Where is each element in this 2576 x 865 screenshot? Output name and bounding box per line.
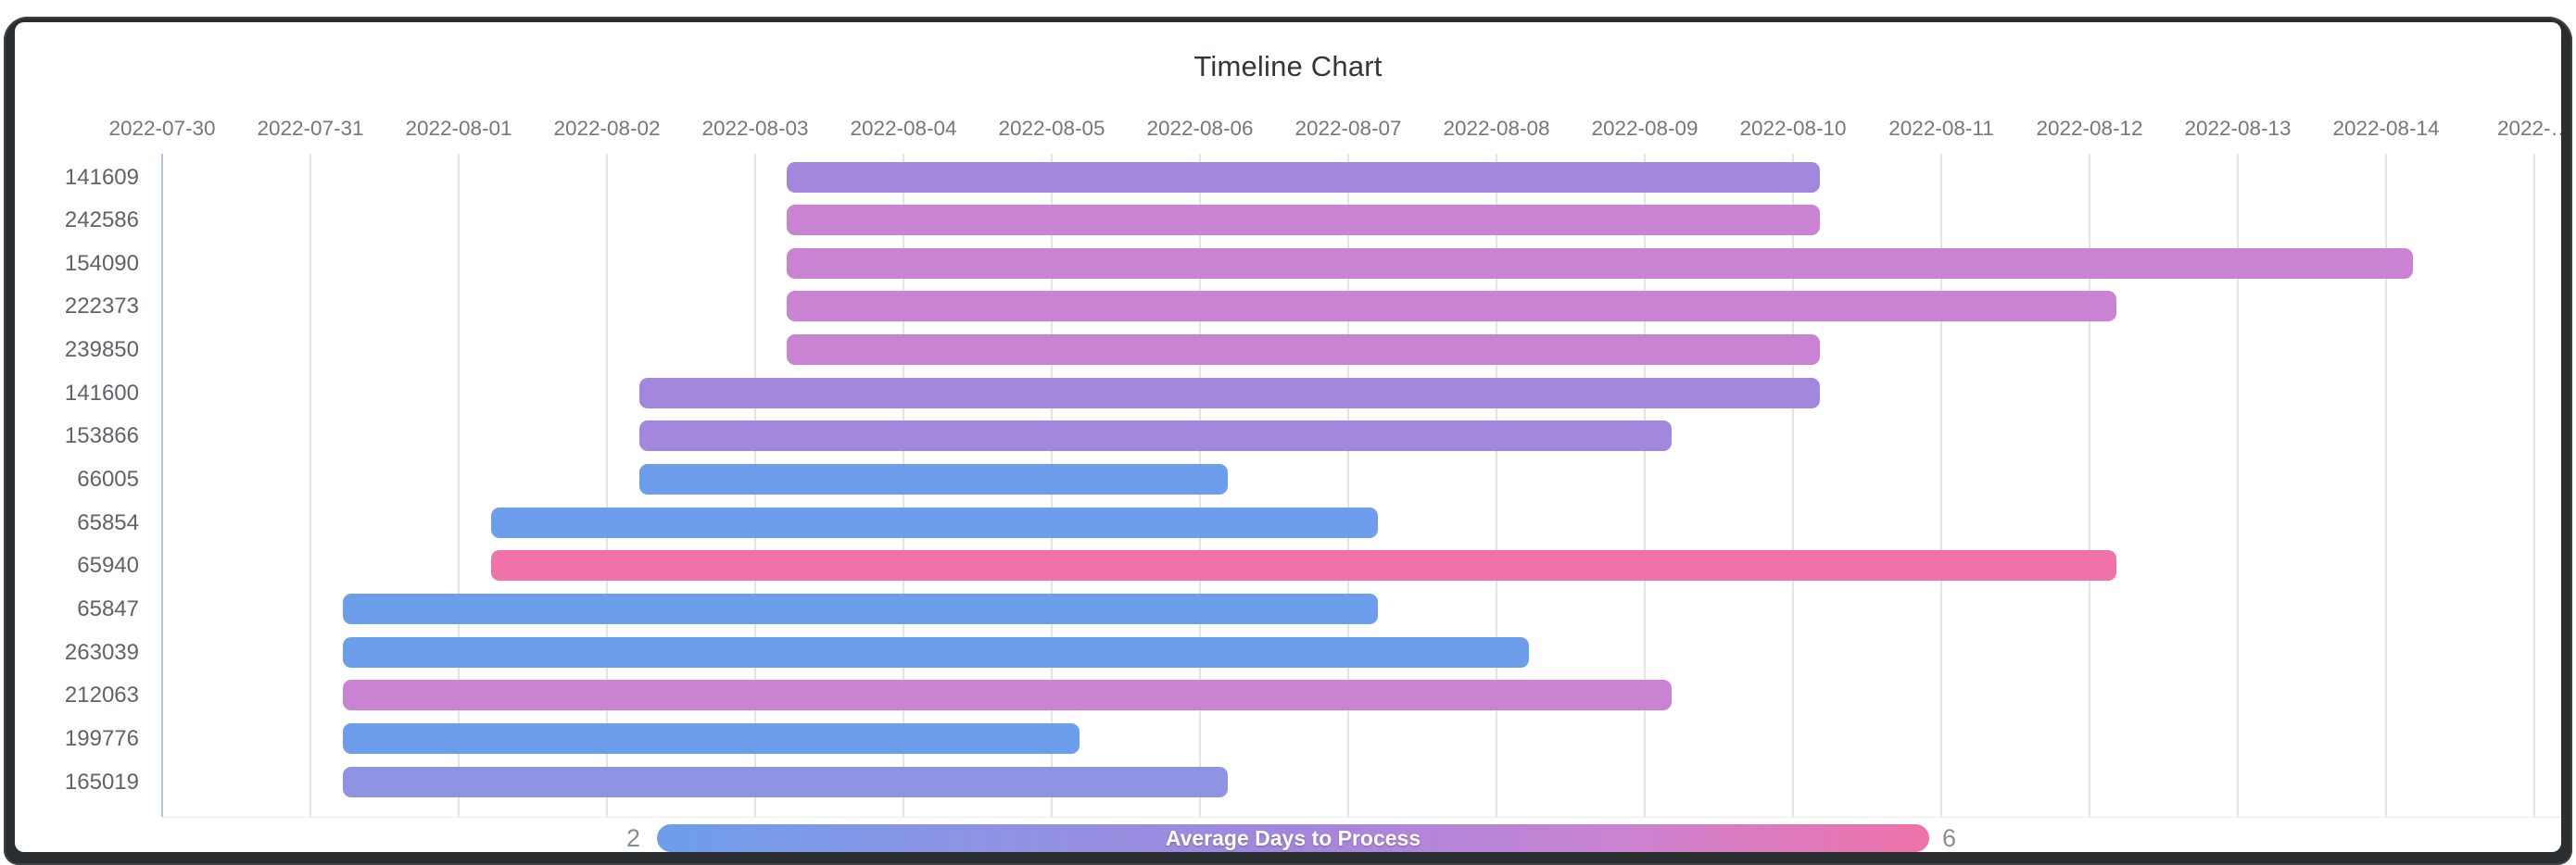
- timeline-bar-242586[interactable]: [786, 205, 1820, 236]
- x-tick-label: 2022-08-01: [405, 117, 512, 140]
- v-gridline: [2089, 154, 2090, 817]
- timeline-bar-239850[interactable]: [786, 334, 1820, 366]
- legend-gradient-bar: Average Days to Process: [657, 824, 1929, 852]
- row-label: 65847: [77, 596, 139, 621]
- row-label: 212063: [64, 683, 139, 708]
- row-label: 141609: [64, 164, 139, 190]
- x-tick-label: 2022-08-03: [701, 117, 809, 140]
- timeline-bar-263039[interactable]: [343, 636, 1530, 668]
- x-tick-label: 2022-07-31: [257, 117, 364, 140]
- v-gridline-first: [161, 154, 163, 817]
- row-label: 154090: [64, 250, 139, 276]
- row-label: 153866: [64, 423, 139, 449]
- row-label: 66005: [77, 467, 139, 493]
- row-label: 239850: [64, 337, 139, 363]
- timeline-bar-66005[interactable]: [639, 464, 1229, 495]
- x-tick-label: 2022-08-12: [2036, 117, 2143, 140]
- timeline-bar-212063[interactable]: [343, 680, 1672, 711]
- timeline-bar-65940[interactable]: [491, 550, 2116, 582]
- timeline-bar-65854[interactable]: [491, 507, 1378, 538]
- row-label: 65854: [77, 509, 139, 535]
- x-tick-label: 2022-08-11: [1888, 117, 1994, 140]
- x-tick-label: 2022-…: [2496, 117, 2561, 140]
- row-label: 141600: [64, 380, 139, 406]
- v-gridline: [309, 154, 311, 817]
- row-label: 199776: [64, 725, 139, 751]
- timeline-bar-199776[interactable]: [343, 722, 1080, 754]
- x-tick-label: 2022-08-07: [1294, 117, 1402, 140]
- timeline-chart-card: Timeline Chart 2022-07-30 2022-07-31 2022-…: [15, 22, 2561, 852]
- v-gridline: [458, 154, 460, 817]
- x-tick-label: 2022-08-02: [553, 117, 661, 140]
- timeline-bar-141609[interactable]: [786, 161, 1820, 193]
- row-label: 263039: [64, 639, 139, 665]
- row-label: 165019: [64, 769, 139, 795]
- timeline-bar-153866[interactable]: [639, 420, 1672, 452]
- x-tick-label: 2022-08-13: [2184, 117, 2292, 140]
- timeline-bar-222373[interactable]: [786, 291, 2116, 322]
- chart-title: Timeline Chart: [1193, 50, 1383, 82]
- v-gridline: [1940, 154, 1942, 817]
- timeline-bar-141600[interactable]: [639, 377, 1820, 408]
- x-axis-baseline: [162, 817, 2561, 818]
- x-tick-label: 2022-08-06: [1146, 117, 1254, 140]
- x-tick-label: 2022-08-10: [1739, 117, 1847, 140]
- x-tick-label: 2022-08-14: [2332, 117, 2440, 140]
- row-label: 242586: [64, 207, 139, 233]
- v-gridline: [1644, 154, 1646, 817]
- v-gridline: [2237, 154, 2239, 817]
- x-tick-label: 2022-08-08: [1443, 117, 1550, 140]
- x-tick-label: 2022-08-09: [1591, 117, 1698, 140]
- timeline-bar-65847[interactable]: [343, 594, 1378, 624]
- v-gridline: [1347, 154, 1349, 817]
- x-tick-label: 2022-08-04: [850, 117, 957, 140]
- v-gridline: [2385, 154, 2387, 817]
- legend-min-value: 2: [625, 824, 640, 852]
- legend-title: Average Days to Process: [1165, 826, 1421, 850]
- v-gridline: [1792, 154, 1794, 817]
- timeline-bar-154090[interactable]: [786, 247, 2413, 279]
- timeline-bar-165019[interactable]: [343, 766, 1229, 797]
- v-gridline: [606, 154, 608, 817]
- v-gridline: [2533, 154, 2535, 817]
- x-tick-label: 2022-07-30: [108, 117, 216, 140]
- v-gridline: [1496, 154, 1497, 817]
- legend-max-value: 6: [1942, 824, 1957, 852]
- row-label: 222373: [64, 294, 139, 320]
- x-tick-label: 2022-08-05: [998, 117, 1105, 140]
- row-label: 65940: [77, 553, 139, 579]
